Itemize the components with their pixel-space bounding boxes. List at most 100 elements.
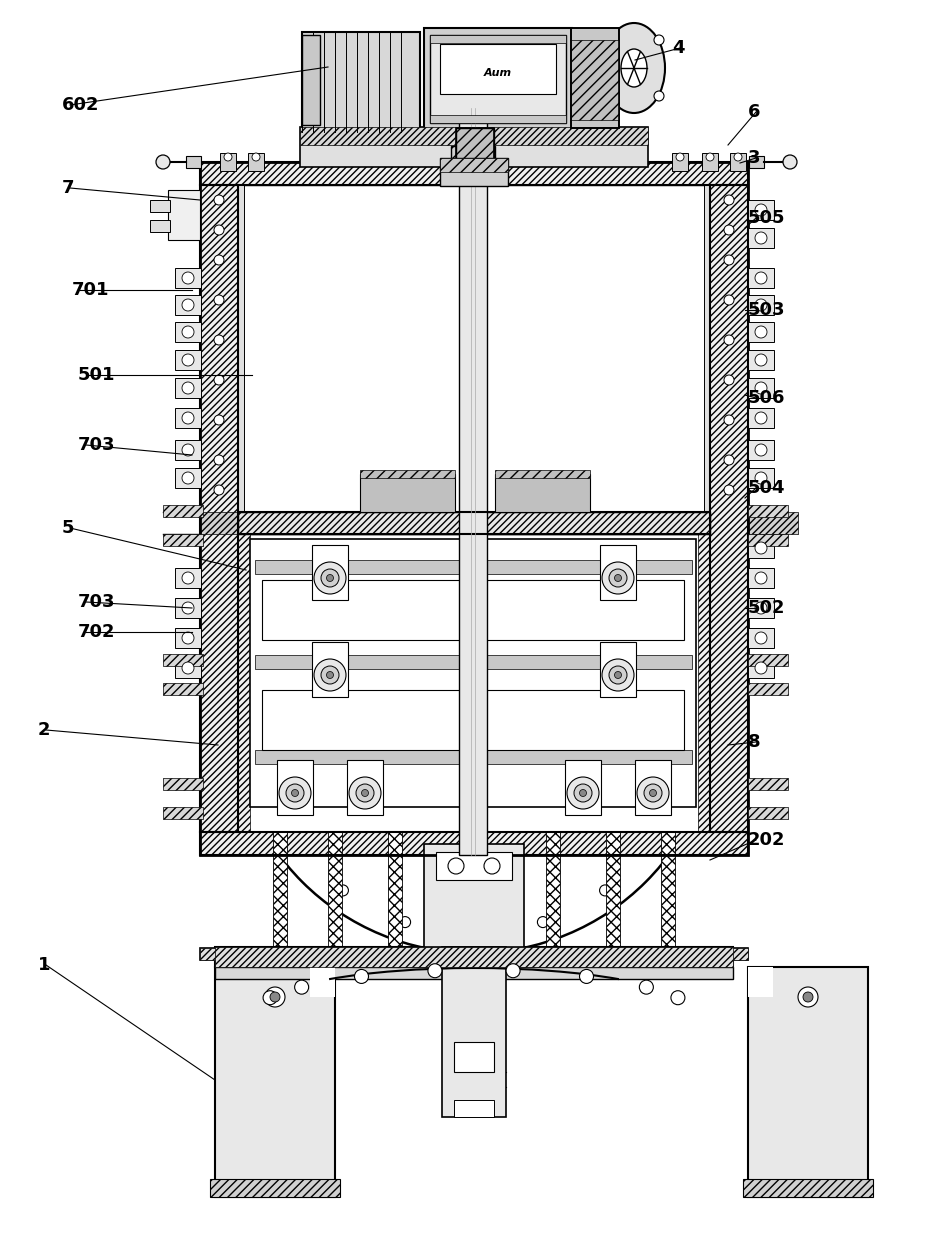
Bar bbox=[250, 539, 472, 808]
Bar bbox=[273, 831, 287, 947]
Bar bbox=[748, 440, 774, 460]
Bar bbox=[175, 598, 201, 618]
Circle shape bbox=[468, 928, 480, 938]
Bar bbox=[748, 199, 774, 219]
Circle shape bbox=[182, 354, 194, 366]
Bar bbox=[440, 158, 508, 172]
Circle shape bbox=[214, 375, 224, 385]
Bar bbox=[698, 534, 710, 831]
Circle shape bbox=[574, 784, 592, 803]
Bar bbox=[748, 534, 788, 545]
Circle shape bbox=[671, 991, 685, 1004]
Bar bbox=[200, 831, 748, 855]
Bar bbox=[702, 153, 718, 171]
Bar bbox=[451, 145, 495, 164]
Bar bbox=[238, 534, 710, 831]
Bar bbox=[360, 470, 455, 478]
Bar bbox=[248, 153, 264, 171]
Bar bbox=[175, 408, 201, 428]
Text: 7: 7 bbox=[62, 179, 75, 197]
Circle shape bbox=[214, 415, 224, 425]
Bar bbox=[635, 760, 671, 815]
Bar bbox=[200, 512, 238, 534]
Bar bbox=[454, 1042, 494, 1072]
Bar bbox=[710, 186, 748, 831]
Circle shape bbox=[680, 636, 692, 647]
Bar bbox=[300, 127, 648, 167]
Circle shape bbox=[649, 835, 660, 846]
Circle shape bbox=[231, 466, 717, 953]
Text: 202: 202 bbox=[748, 831, 785, 849]
Bar bbox=[262, 581, 460, 640]
Text: 2: 2 bbox=[38, 721, 50, 739]
Bar bbox=[748, 967, 868, 1198]
Circle shape bbox=[256, 636, 268, 647]
Circle shape bbox=[156, 155, 170, 169]
Circle shape bbox=[654, 35, 664, 45]
Bar bbox=[150, 219, 170, 232]
Circle shape bbox=[506, 964, 520, 978]
Bar bbox=[163, 683, 203, 695]
Circle shape bbox=[182, 413, 194, 424]
Circle shape bbox=[214, 335, 224, 345]
Bar bbox=[440, 158, 508, 186]
Circle shape bbox=[182, 326, 194, 339]
Circle shape bbox=[291, 790, 299, 796]
Circle shape bbox=[755, 632, 767, 645]
Circle shape bbox=[724, 255, 734, 265]
Circle shape bbox=[724, 485, 734, 495]
Circle shape bbox=[537, 917, 549, 928]
Circle shape bbox=[356, 784, 374, 803]
Circle shape bbox=[246, 705, 256, 716]
Circle shape bbox=[706, 153, 714, 161]
Circle shape bbox=[637, 777, 669, 809]
Bar bbox=[255, 561, 467, 574]
Bar bbox=[661, 831, 675, 947]
Bar bbox=[238, 512, 710, 534]
Circle shape bbox=[639, 981, 654, 994]
Circle shape bbox=[214, 485, 224, 495]
Bar bbox=[748, 658, 774, 678]
Bar bbox=[456, 128, 494, 162]
Bar bbox=[748, 468, 774, 488]
Circle shape bbox=[294, 981, 308, 994]
Bar bbox=[743, 1179, 873, 1198]
Bar bbox=[606, 831, 620, 947]
Bar bbox=[163, 534, 203, 545]
Bar bbox=[430, 115, 566, 123]
Bar bbox=[175, 268, 201, 288]
Bar bbox=[748, 967, 773, 997]
Bar bbox=[262, 690, 460, 750]
Bar bbox=[478, 561, 692, 574]
Bar bbox=[748, 628, 774, 648]
Circle shape bbox=[600, 885, 610, 895]
Bar bbox=[200, 186, 238, 831]
Text: 4: 4 bbox=[672, 39, 685, 56]
Circle shape bbox=[182, 272, 194, 283]
Bar bbox=[220, 153, 236, 171]
Bar bbox=[456, 128, 494, 162]
Circle shape bbox=[326, 574, 334, 582]
Circle shape bbox=[615, 574, 622, 582]
Bar bbox=[571, 28, 619, 128]
Text: 6: 6 bbox=[748, 103, 761, 120]
Circle shape bbox=[798, 987, 818, 1007]
Bar bbox=[748, 268, 774, 288]
Circle shape bbox=[214, 295, 224, 305]
Bar bbox=[748, 777, 788, 790]
Circle shape bbox=[724, 335, 734, 345]
Bar bbox=[495, 474, 590, 512]
Circle shape bbox=[182, 382, 194, 394]
Circle shape bbox=[755, 472, 767, 484]
Circle shape bbox=[724, 375, 734, 385]
Bar bbox=[748, 598, 774, 618]
Circle shape bbox=[692, 705, 703, 716]
Bar bbox=[163, 505, 203, 517]
Bar bbox=[200, 162, 748, 186]
Circle shape bbox=[676, 153, 684, 161]
Ellipse shape bbox=[603, 23, 665, 113]
Bar bbox=[347, 760, 383, 815]
Bar bbox=[238, 186, 244, 512]
Circle shape bbox=[755, 232, 767, 245]
Bar bbox=[200, 948, 748, 961]
